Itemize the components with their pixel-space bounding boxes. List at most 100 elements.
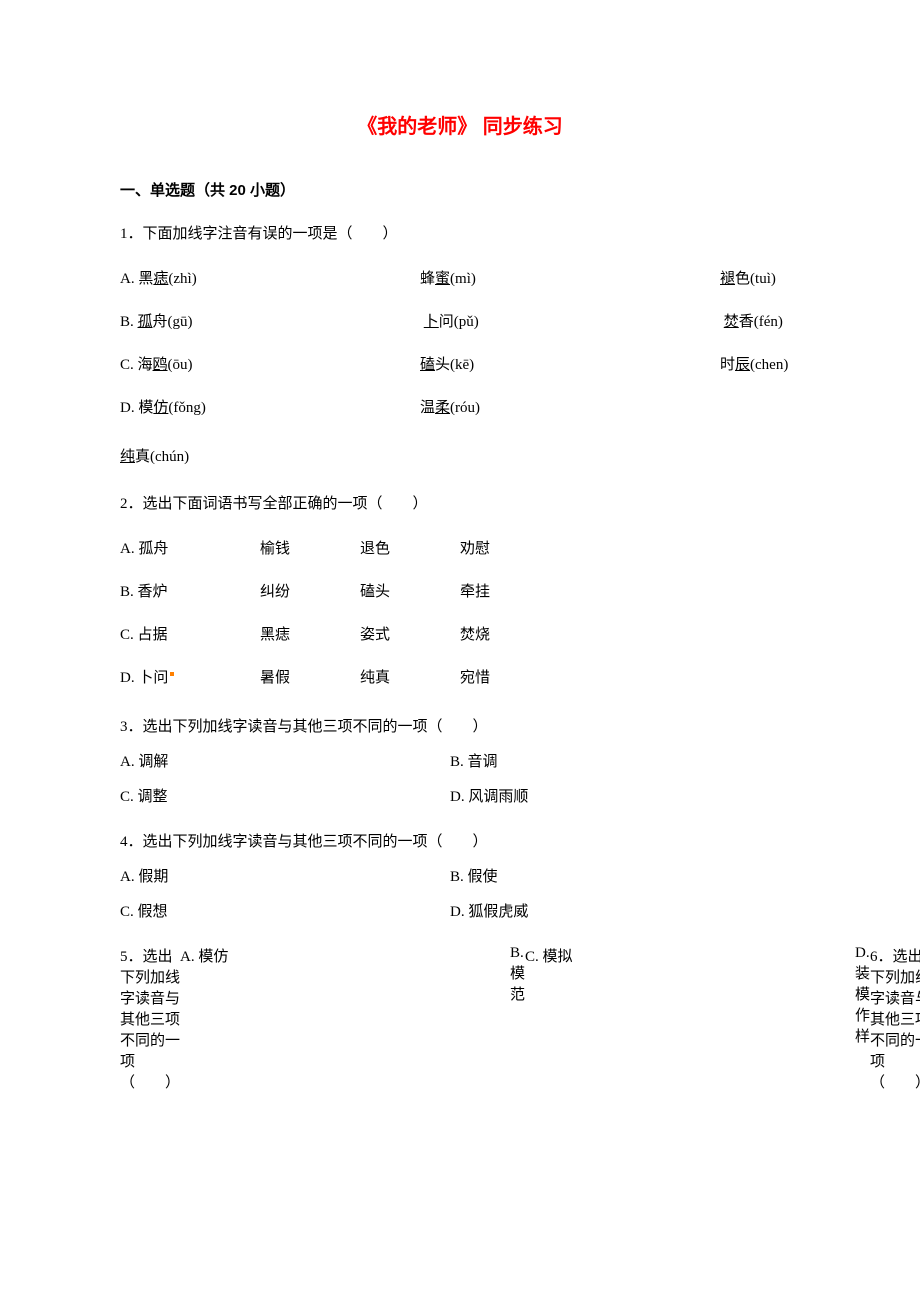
q1b-p1: 舟 (153, 314, 168, 330)
q2a-w3: 退色 (360, 537, 460, 558)
q2b-w4: 牵挂 (460, 580, 800, 601)
q4-a: A. 假期 (120, 865, 450, 886)
q1a-s3: (tuì) (750, 271, 776, 287)
q2-stem: 2．选出下面词语书写全部正确的一项（ ） (120, 494, 800, 515)
q5-c: C. 模拟 (525, 945, 855, 1092)
q1a-u2: 蜜 (435, 271, 450, 287)
q1c-u3: 辰 (735, 357, 750, 373)
q1c-p2: 头 (435, 357, 450, 373)
q1-option-b: B. 孤舟(gū) 卜问(pǔ) 焚香(fén) (120, 310, 800, 331)
q1a-u1: 痣 (153, 271, 168, 287)
q2b-w3: 磕头 (360, 580, 460, 601)
q1a-p1: 黑 (138, 271, 153, 287)
q2d-label: D. (120, 670, 135, 686)
q2b-c1: B. 香炉 (120, 580, 260, 601)
q3-stem: 3．选出下列加线字读音与其他三项不同的一项（ ） (120, 715, 800, 736)
q2-option-b: B. 香炉 纠纷 磕头 牵挂 (120, 580, 800, 601)
q1b-u3: 焚 (724, 314, 739, 330)
q5-d: D. 装模作样 (855, 945, 870, 1092)
q2c-label: C. (120, 627, 134, 643)
q1c-label: C. (120, 357, 134, 373)
q4-d: D. 狐假虎威 (450, 900, 800, 921)
q1-option-c: C. 海鸥(ōu) 磕头(kē) 时辰(chen) (120, 353, 800, 374)
q2b-w2: 纠纷 (260, 580, 360, 601)
q5-a: A. 模仿 (180, 945, 510, 1092)
q3-c: C. 调整 (120, 785, 450, 806)
q1d-col2: 温柔(róu) (420, 396, 720, 417)
q1a-col2: 蜂蜜(mì) (420, 267, 720, 288)
q1c-s2: (kē) (450, 357, 474, 373)
section-header: 一、单选题（共 20 小题） (120, 179, 800, 200)
q1a-s2: (mì) (450, 271, 476, 287)
q5-stem-row: 5．选出下列加线字读音与其他三项不同的一项（ ） A. 模仿 B. 模范 C. … (120, 945, 800, 1106)
q4-stem: 4．选出下列加线字读音与其他三项不同的一项（ ） (120, 830, 800, 851)
q2d-w4: 宛惜 (460, 666, 800, 687)
q1a-p2: 蜂 (420, 271, 435, 287)
q1c-col1: C. 海鸥(ōu) (120, 353, 420, 374)
q1b-col1: B. 孤舟(gū) (120, 310, 420, 331)
q1d-p2: 温 (420, 400, 435, 416)
q1b-s3: (fén) (754, 314, 783, 330)
q1e-u: 纯 (120, 449, 135, 465)
q6-stem-row: 6．选出下列加线字读音与其他三项不同的一项（ ） (870, 945, 920, 1092)
q1c-s1: (ōu) (168, 357, 193, 373)
q1c-col2: 磕头(kē) (420, 353, 720, 374)
q2a-label: A. (120, 541, 135, 557)
q2c-c1: C. 占据 (120, 623, 260, 644)
q1c-u1: 鸥 (153, 357, 168, 373)
q1a-col3: 褪色(tuì) (720, 267, 800, 288)
q1c-s3: (chen) (750, 357, 788, 373)
q2a-c1: A. 孤舟 (120, 537, 260, 558)
q1c-p1: 海 (138, 357, 153, 373)
q2b-w1: 香炉 (138, 584, 168, 600)
q5-stem: 5．选出下列加线字读音与其他三项不同的一项（ ） (120, 945, 180, 1106)
q6-stem: 6．选出下列加线字读音与其他三项不同的一项（ ） (870, 945, 920, 1092)
q2d-w2: 暑假 (260, 666, 360, 687)
q1b-col2: 卜问(pǔ) (420, 310, 720, 331)
q2c-w2: 黑痣 (260, 623, 360, 644)
q2-option-c: C. 占据 黑痣 姿式 焚烧 (120, 623, 800, 644)
q4-c: C. 假想 (120, 900, 450, 921)
q1c-col3: 时辰(chen) (720, 353, 800, 374)
q2-option-a: A. 孤舟 榆钱 退色 劝慰 (120, 537, 800, 558)
q1a-p3: 色 (735, 271, 750, 287)
q2d-w3: 纯真 (360, 666, 460, 687)
q1b-u1: 孤 (138, 314, 153, 330)
q4-row-cd: C. 假想 D. 狐假虎威 (120, 900, 800, 921)
q1d-u2: 柔 (435, 400, 450, 416)
q1a-label: A. (120, 271, 135, 287)
q1c-p3: 时 (720, 357, 735, 373)
q1d-s1: (fǒng) (168, 400, 206, 416)
q1-option-e: 纯真(chún) (120, 445, 800, 466)
q2c-w1: 占据 (138, 627, 168, 643)
q4-stem-row: 4．选出下列加线字读音与其他三项不同的一项（ ） (120, 830, 800, 851)
q5-b: B. 模范 (510, 945, 525, 1092)
q1c-u2: 磕 (420, 357, 435, 373)
q1b-label: B. (120, 314, 134, 330)
q1d-p1: 模 (138, 400, 153, 416)
q1d-col1: D. 模仿(fǒng) (120, 396, 420, 417)
q3-a: A. 调解 (120, 750, 450, 771)
q1-option-a: A. 黑痣(zhì) 蜂蜜(mì) 褪色(tuì) (120, 267, 800, 288)
q3-row-ab: A. 调解 B. 音调 (120, 750, 800, 771)
q1e-s: (chún) (150, 449, 189, 465)
q2b-label: B. (120, 584, 134, 600)
q2a-w4: 劝慰 (460, 537, 800, 558)
page: 《我的老师》 同步练习 一、单选题（共 20 小题） 1．下面加线字注音有误的一… (0, 0, 920, 1200)
footnote-dot-icon (170, 672, 174, 676)
q1e-p: 真 (135, 449, 150, 465)
q1a-s1: (zhì) (168, 271, 196, 287)
q1d-s2: (róu) (450, 400, 480, 416)
q1d-u1: 仿 (153, 400, 168, 416)
q1-option-d: D. 模仿(fǒng) 温柔(róu) (120, 396, 800, 417)
q3-d: D. 风调雨顺 (450, 785, 800, 806)
q1b-s2: (pǔ) (454, 314, 479, 330)
q1b-col3: 焚香(fén) (720, 310, 800, 331)
q2d-w1: 卜问 (138, 670, 168, 686)
q2c-w3: 姿式 (360, 623, 460, 644)
q5-row-cd: C. 模拟 D. 装模作样 (525, 945, 870, 1092)
q1b-s1: (gū) (168, 314, 193, 330)
q2a-w2: 榆钱 (260, 537, 360, 558)
q1b-u2: 卜 (424, 314, 439, 330)
q4-row-ab: A. 假期 B. 假使 (120, 865, 800, 886)
